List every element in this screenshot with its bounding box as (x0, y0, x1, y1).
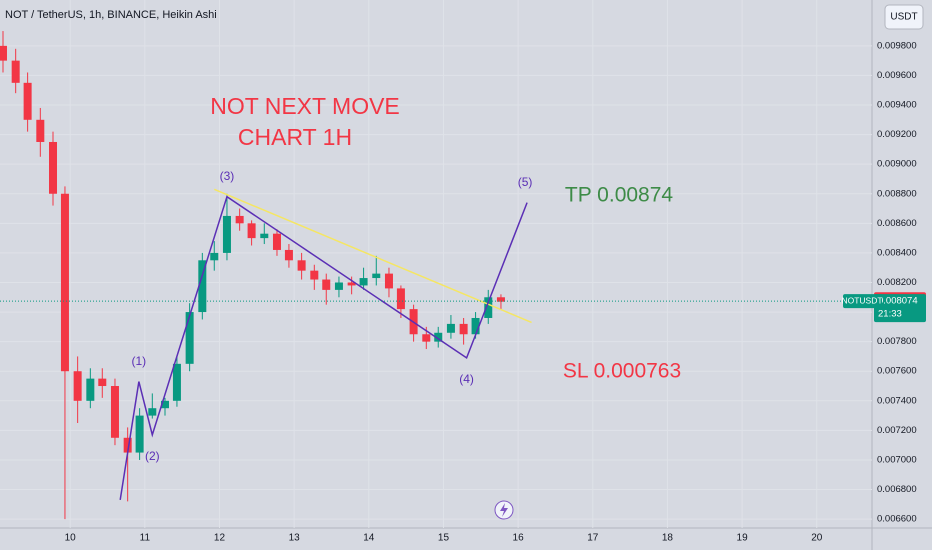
candle-body (310, 270, 319, 280)
candle-body (297, 260, 306, 271)
headline: NOT NEXT MOVE (210, 93, 400, 119)
candle-body (110, 386, 119, 438)
x-tick-label: 15 (438, 533, 450, 544)
candle-body (11, 60, 20, 83)
x-tick-label: 20 (811, 533, 823, 544)
x-tick-label: 16 (513, 533, 525, 544)
y-tick-label: 0.006800 (877, 484, 917, 495)
candle-body (322, 279, 331, 290)
candle-body (210, 252, 219, 261)
candle-body (198, 260, 207, 313)
candle-body (446, 323, 455, 333)
current-price-label: 0.008074 (878, 296, 918, 307)
candle-body (23, 82, 32, 120)
candle-body (135, 415, 144, 453)
x-tick-label: 12 (214, 533, 226, 544)
y-tick-label: 0.007600 (877, 366, 917, 377)
subheadline: CHART 1H (238, 124, 352, 150)
y-tick-label: 0.006600 (877, 514, 917, 525)
currency-label[interactable]: USDT (890, 12, 917, 23)
grid (0, 0, 872, 528)
candle-body (334, 282, 343, 290)
wave-label: (2) (145, 449, 160, 463)
candle-body (359, 278, 368, 286)
candle-body (222, 215, 231, 253)
candle-body (347, 282, 356, 286)
candle-body (148, 408, 157, 416)
x-tick-label: 10 (65, 533, 77, 544)
candle-body (459, 323, 468, 335)
candle-body (185, 312, 194, 364)
y-tick-label: 0.009400 (877, 100, 917, 111)
candle-body (372, 273, 381, 279)
take-profit: TP 0.00874 (565, 184, 674, 207)
y-tick-label: 0.009000 (877, 159, 917, 170)
wave-line (119, 195, 528, 501)
y-tick-label: 0.008800 (877, 188, 917, 199)
y-tick-label: 0.009800 (877, 40, 917, 51)
candle-body (471, 317, 480, 335)
y-tick-label: 0.007800 (877, 336, 917, 347)
y-tick-label: 0.009600 (877, 70, 917, 81)
x-tick-label: 18 (662, 533, 674, 544)
candle-body (86, 378, 95, 401)
candle-body (98, 378, 107, 387)
candle-body (260, 233, 269, 239)
chart-title: NOT / TetherUS, 1h, BINANCE, Heikin Ashi (5, 9, 217, 21)
wave-label: (4) (459, 372, 474, 386)
candle-body (235, 215, 244, 224)
y-tick-label: 0.009200 (877, 129, 917, 140)
candle-body (0, 45, 7, 61)
x-tick-label: 14 (363, 533, 375, 544)
current-price-box (874, 294, 926, 323)
y-tick-label: 0.008400 (877, 247, 917, 258)
countdown: 21:33 (878, 309, 902, 320)
candle-body (73, 371, 82, 401)
lightning (500, 503, 508, 517)
candle-body (49, 141, 58, 194)
candle-body (123, 437, 132, 453)
symbol-label: NOTUSDT (841, 295, 882, 305)
y-tick-label: 0.008200 (877, 277, 917, 288)
candle-body (172, 363, 181, 401)
x-tick-label: 19 (737, 533, 749, 544)
candle-body (484, 297, 493, 318)
wave-label: (1) (132, 354, 147, 368)
candle-body (247, 223, 256, 239)
wave-label: (3) (220, 169, 235, 183)
candle-body (396, 288, 405, 310)
y-tick-label: 0.008600 (877, 218, 917, 229)
candle-body (422, 334, 431, 342)
x-tick-label: 11 (140, 533, 151, 544)
marks (0, 31, 532, 520)
trendline (213, 188, 532, 324)
symbol-box (843, 294, 882, 309)
candle-body (36, 119, 45, 142)
candle-body (60, 193, 69, 372)
candle-body (272, 233, 281, 250)
wave-label: (5) (518, 175, 533, 189)
y-tick-label: 0.007200 (877, 425, 917, 436)
y-tick-label: 0.007400 (877, 395, 917, 406)
candle-body (496, 297, 505, 302)
currency-button[interactable] (884, 4, 924, 30)
candle-body (160, 400, 169, 409)
candle-body (384, 273, 393, 289)
candle-body (284, 249, 293, 261)
x-tick-label: 17 (587, 533, 599, 544)
y-tick-label: 0.007000 (877, 454, 917, 465)
candle-body (434, 332, 443, 342)
x-tick-label: 13 (289, 533, 301, 544)
stop-loss: SL 0.000763 (563, 360, 681, 383)
